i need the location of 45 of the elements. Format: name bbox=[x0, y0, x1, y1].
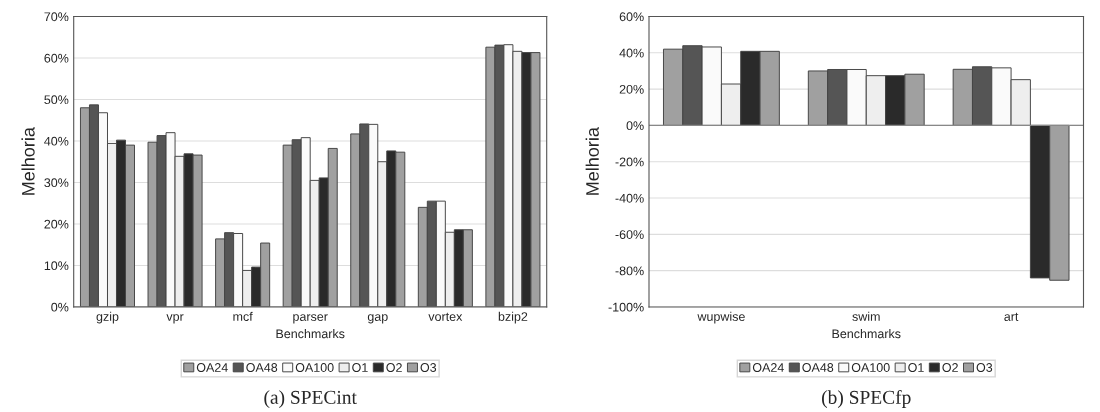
legend-label: O3 bbox=[420, 363, 437, 372]
legend-label: OA24 bbox=[752, 363, 784, 372]
y-tick-label: 0% bbox=[51, 302, 69, 312]
text: (a) SPECint bbox=[264, 390, 357, 408]
x-axis-title: Benchmarks bbox=[276, 329, 345, 339]
y-tick-label: 20% bbox=[619, 84, 644, 94]
y-tick-label: 20% bbox=[44, 219, 69, 229]
legend-label: OA24 bbox=[196, 363, 228, 372]
legend-label: O1 bbox=[908, 363, 924, 372]
legend-label: O3 bbox=[976, 363, 993, 372]
legend-label: O2 bbox=[386, 363, 402, 372]
x-tick-label: vpr bbox=[166, 314, 184, 324]
x-tick-label: bzip2 bbox=[498, 311, 528, 324]
x-tick-label: swim bbox=[852, 311, 880, 321]
x-tick-label: gzip bbox=[96, 311, 119, 324]
y-tick-label: 40% bbox=[44, 136, 69, 146]
x-tick-label: vortex bbox=[428, 312, 463, 321]
y-tick-label: 50% bbox=[44, 95, 69, 105]
y-tick-label: 60% bbox=[619, 12, 644, 22]
legend-label: OA100 bbox=[851, 363, 890, 372]
x-tick-label: mcf bbox=[233, 311, 253, 321]
y-axis-title: Melhoria bbox=[585, 127, 599, 195]
y-axis-title: Melhoria bbox=[21, 127, 35, 195]
y-tick-label: 70% bbox=[44, 12, 69, 22]
y-tick-label: -100% bbox=[608, 302, 644, 312]
y-tick-label: 0% bbox=[626, 121, 644, 131]
legend-label: O1 bbox=[352, 363, 368, 372]
x-tick-label: gap bbox=[367, 314, 388, 324]
x-tick-label: art bbox=[1004, 312, 1019, 321]
y-tick-label: -20% bbox=[615, 157, 644, 167]
x-axis-title: Benchmarks bbox=[832, 329, 901, 339]
text: (b) SPECfp bbox=[822, 390, 911, 408]
legend-label: OA48 bbox=[802, 363, 834, 372]
y-tick-label: 40% bbox=[619, 48, 644, 58]
legend-label: OA48 bbox=[246, 363, 278, 372]
x-tick-label: parser bbox=[293, 314, 328, 324]
x-tick-label: wupwise bbox=[697, 311, 745, 324]
y-tick-label: 60% bbox=[44, 53, 69, 63]
legend-label: OA100 bbox=[295, 363, 334, 372]
y-tick-label: 30% bbox=[44, 178, 69, 188]
y-tick-label: -40% bbox=[615, 193, 644, 203]
y-tick-label: -80% bbox=[615, 266, 644, 276]
legend-label: O2 bbox=[942, 363, 958, 372]
y-tick-label: 10% bbox=[44, 261, 69, 271]
y-tick-label: -60% bbox=[615, 230, 644, 239]
